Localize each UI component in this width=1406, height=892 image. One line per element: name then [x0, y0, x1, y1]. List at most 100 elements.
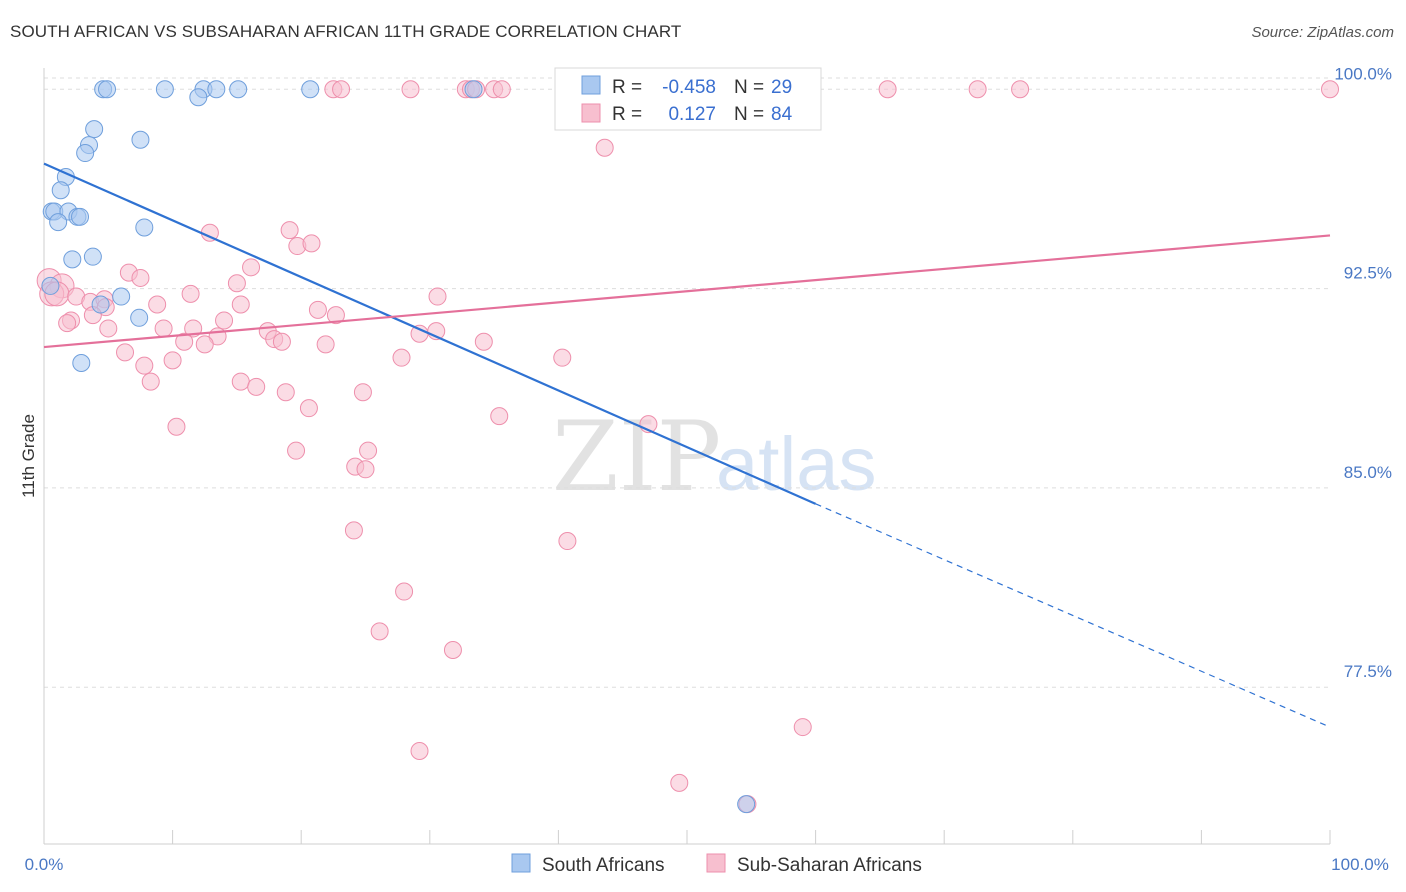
pink-point-12: [1321, 80, 1339, 99]
legend-r-label-pink: R =: [612, 104, 642, 125]
y-tick-label-0: 100.0%: [1334, 64, 1392, 83]
pink-point-63: [276, 383, 295, 402]
pink-point-75: [395, 582, 414, 601]
pink-point-16: [280, 221, 299, 240]
series-legend-label-pink: Sub-Saharan Africans: [737, 855, 922, 876]
pink-point-34: [231, 295, 250, 314]
pink-point-46: [410, 324, 429, 343]
pink-point-62: [247, 377, 266, 396]
y-tick-label-3: 77.5%: [1344, 662, 1392, 681]
pink-point-57: [553, 348, 572, 367]
pink-point-35: [308, 300, 327, 319]
pink-point-36: [326, 306, 345, 325]
blue-point-1: [98, 80, 117, 99]
blue-point-29: [737, 795, 756, 814]
pink-point-72: [356, 460, 375, 479]
y-tick-label-1: 92.5%: [1344, 264, 1392, 283]
blue-point-19: [71, 207, 90, 226]
trendlines: [43, 162, 1331, 728]
pink-point-70: [359, 441, 378, 460]
legend-swatch-blue: [581, 75, 601, 95]
legend-r-value-pink: 0.127: [668, 104, 716, 125]
series-legend-swatch-blue: [511, 853, 531, 873]
pink-point-55: [116, 343, 135, 362]
pink-point-59: [163, 351, 182, 370]
pink-point-65: [299, 399, 318, 418]
pink-point-51: [175, 332, 194, 351]
blue-point-8: [189, 88, 208, 107]
pink-point-2: [401, 80, 420, 99]
y-tick-labels: 100.0% 92.5% 85.0% 77.5%: [1334, 64, 1392, 681]
blue-point-27: [130, 308, 149, 327]
correlation-legend: R = -0.458 N = 29 R = 0.127 N = 84: [554, 67, 822, 131]
pink-point-60: [141, 372, 160, 391]
x-ticks: [43, 830, 1331, 844]
blue-point-10: [131, 130, 150, 149]
blue-point-28: [72, 353, 91, 372]
pink-point-69: [287, 441, 306, 460]
legend-n-label-blue: N =: [734, 77, 764, 98]
pink-point-15: [595, 138, 614, 157]
pink-point-1: [332, 80, 351, 99]
watermark-atlas: atlas: [716, 422, 877, 507]
blue-point-6: [301, 80, 320, 99]
pink-point-7: [492, 80, 511, 99]
blue-trendline-extension: [815, 503, 1331, 728]
pink-point-54: [474, 332, 493, 351]
blue-point-21: [135, 218, 154, 237]
blue-point-7: [464, 80, 483, 99]
legend-n-value-pink: 84: [771, 104, 793, 125]
pink-point-11: [1011, 80, 1030, 99]
chart-title: SOUTH AFRICAN VS SUBSAHARAN AFRICAN 11TH…: [10, 22, 682, 41]
pink-point-52: [195, 335, 214, 354]
pink-point-10: [968, 80, 987, 99]
pink-point-33: [148, 295, 167, 314]
pink-point-56: [392, 348, 411, 367]
pink-point-66: [490, 407, 509, 426]
blue-point-14: [51, 181, 70, 200]
pink-point-31: [181, 284, 200, 303]
chart-source: Source: ZipAtlas.com: [1251, 24, 1394, 41]
blue-point-23: [83, 247, 102, 266]
pink-point-20: [242, 258, 261, 277]
pink-point-32: [428, 287, 447, 306]
pink-point-22: [131, 268, 150, 287]
pink-point-77: [443, 641, 462, 659]
pink-point-80: [670, 773, 689, 792]
pink-point-74: [558, 532, 577, 551]
pink-point-78: [793, 718, 812, 737]
blue-series-points: [41, 80, 756, 814]
blue-point-2: [155, 80, 174, 99]
pink-point-58: [135, 356, 154, 375]
x-tick-label-start: 0.0%: [25, 855, 64, 874]
blue-point-12: [76, 144, 95, 163]
series-legend-label-blue: South Africans: [542, 855, 665, 876]
legend-r-label-blue: R =: [612, 77, 642, 98]
blue-point-5: [229, 80, 248, 99]
y-axis-label: 11th Grade: [19, 414, 38, 498]
watermark-zip: ZIP: [552, 401, 721, 513]
y-tick-label-2: 85.0%: [1344, 463, 1392, 482]
pink-point-68: [167, 417, 186, 436]
pink-trendline: [43, 234, 1331, 349]
pink-point-19: [302, 234, 321, 253]
series-legend-swatch-pink: [706, 853, 726, 873]
blue-point-9: [85, 120, 104, 139]
pink-point-79: [410, 741, 429, 760]
x-tick-label-end: 100.0%: [1331, 855, 1389, 874]
blue-point-4: [207, 80, 226, 99]
pink-point-73: [344, 521, 363, 540]
blue-trendline: [43, 162, 817, 505]
blue-point-22: [63, 250, 82, 269]
legend-r-value-blue: -0.458: [662, 77, 716, 98]
series-legend: South Africans Sub-Saharan Africans: [511, 853, 922, 876]
pink-point-53: [316, 335, 335, 354]
pink-point-23: [227, 274, 246, 293]
pink-point-50: [272, 332, 291, 351]
pink-point-9: [878, 80, 897, 99]
pink-point-61: [231, 372, 250, 391]
blue-point-25: [112, 287, 131, 306]
blue-point-24: [41, 276, 60, 295]
pink-point-42: [99, 319, 118, 338]
